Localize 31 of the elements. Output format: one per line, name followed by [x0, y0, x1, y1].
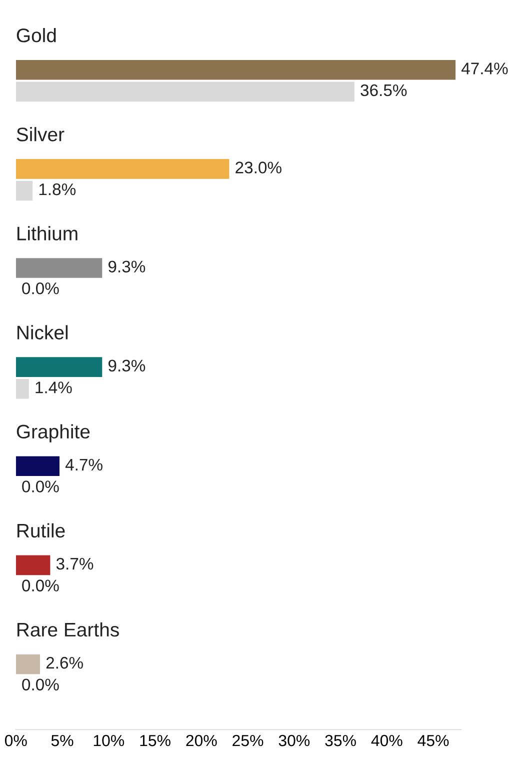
data-label: 4.7%: [65, 458, 102, 471]
y-tick-label: Silver: [16, 127, 64, 142]
y-tick-label: Rutile: [17, 523, 65, 538]
y-tick-label: Nickel: [17, 325, 68, 340]
y-tick-label: Rare Earths: [17, 622, 119, 637]
data-label: 36.5%: [360, 84, 407, 96]
x-tick-label: 45%: [418, 734, 449, 746]
data-label: 1.4%: [36, 382, 72, 394]
x-tick-label: 35%: [325, 734, 356, 746]
x-tick-label: 30%: [278, 734, 310, 746]
x-tick-label: 20%: [186, 734, 217, 746]
data-label: 9.3%: [108, 260, 146, 272]
data-label: 23.0%: [236, 162, 282, 174]
data-label: 3.7%: [56, 558, 94, 570]
x-tick-label: 40%: [371, 734, 402, 746]
x-tick-label: 10%: [94, 734, 124, 746]
data-label: 0.0%: [22, 678, 59, 691]
data-label: 0.0%: [22, 282, 59, 294]
data-label: 9.3%: [108, 360, 146, 372]
data-label: 0.0%: [22, 480, 59, 492]
y-tick-label: Gold: [16, 28, 56, 42]
x-tick-label: 5%: [51, 734, 74, 746]
x-tick-label: 25%: [232, 734, 264, 746]
x-tick-label: 15%: [140, 734, 170, 746]
data-label: 1.8%: [39, 183, 76, 196]
y-tick-label: Lithium: [17, 226, 78, 240]
data-label: 0.0%: [22, 580, 59, 592]
x-tick-label: 0%: [4, 734, 27, 746]
y-tick-label: Graphite: [16, 424, 90, 442]
data-label: 2.6%: [46, 656, 83, 669]
data-label: 47.4%: [461, 62, 508, 74]
